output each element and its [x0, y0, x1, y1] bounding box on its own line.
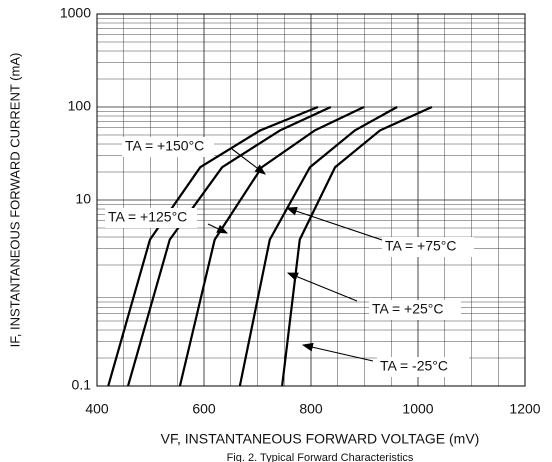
curve [281, 105, 433, 387]
curve [178, 106, 365, 387]
x-tick-label: 400 [85, 401, 109, 417]
arrow [286, 272, 358, 302]
arrow [207, 223, 228, 234]
curve [238, 106, 398, 387]
y-tick-label: 10 [75, 191, 91, 207]
label-bg [122, 137, 214, 157]
y-axis-label: IF, INSTANTANEOUS FORWARD CURRENT (mA) [7, 53, 22, 348]
x-axis-label: VF, INSTANTANEOUS FORWARD VOLTAGE (mV) [161, 431, 480, 447]
label-bg [105, 208, 197, 228]
label-bg [377, 357, 469, 377]
curve [126, 106, 332, 387]
series-label: TA = +25°C [372, 301, 444, 317]
y-tick-label: 100 [68, 98, 92, 114]
curve [107, 105, 319, 387]
series-label: TA = -25°C [380, 358, 448, 374]
series-label: TA = +125°C [108, 209, 187, 225]
caption: Fig. 2. Typical Forward Characteristics [227, 452, 414, 462]
x-tick-label: 1000 [402, 401, 433, 417]
label-bg [369, 300, 461, 320]
arrow [285, 206, 383, 241]
y-tick-label: 0.1 [72, 377, 92, 393]
x-tick-label: 800 [299, 401, 323, 417]
plot-frame [96, 13, 526, 387]
x-tick-label: 600 [192, 401, 216, 417]
arrow [301, 342, 374, 362]
series-label: TA = +75°C [385, 238, 457, 254]
x-tick-label: 1200 [509, 401, 540, 417]
label-bg [382, 237, 474, 257]
series-label: TA = +150°C [125, 138, 204, 154]
y-tick-label: 1000 [60, 5, 91, 21]
